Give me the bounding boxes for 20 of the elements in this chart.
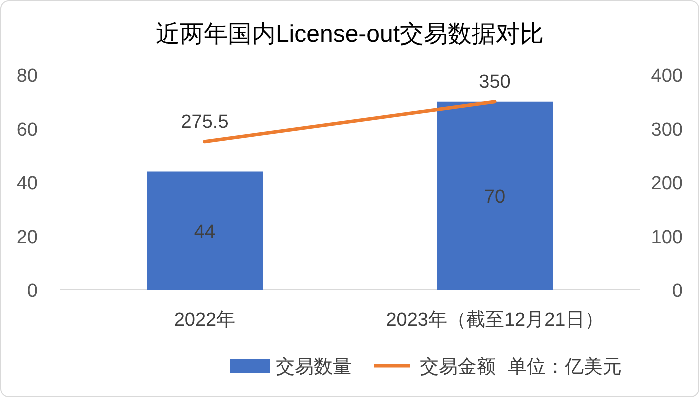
legend-label: 交易金额 <box>420 356 496 378</box>
y2-tick-label: 300 <box>651 120 683 141</box>
y-tick-label: 80 <box>16 66 38 87</box>
y-tick-label: 20 <box>16 227 38 248</box>
x-tick-label: 2023年（截至12月21日） <box>386 310 604 331</box>
legend-label: 交易数量 <box>276 356 352 378</box>
data-label: 275.5 <box>181 112 229 133</box>
chart-title: 近两年国内License-out交易数据对比 <box>156 21 544 48</box>
y2-tick-label: 200 <box>651 174 683 194</box>
x-tick-label: 2022年 <box>174 310 236 331</box>
y2-tick-label: 100 <box>651 227 683 248</box>
y-tick-label: 60 <box>16 120 38 141</box>
text: 单位：亿美元 <box>508 356 622 378</box>
y2-tick-label: 0 <box>672 281 683 302</box>
y-tick-label: 40 <box>16 174 38 194</box>
y2-tick-label: 400 <box>651 66 683 87</box>
y-tick-label: 0 <box>27 281 38 302</box>
data-label: 44 <box>194 222 216 243</box>
data-label: 70 <box>484 186 506 208</box>
data-label: 350 <box>479 72 511 93</box>
